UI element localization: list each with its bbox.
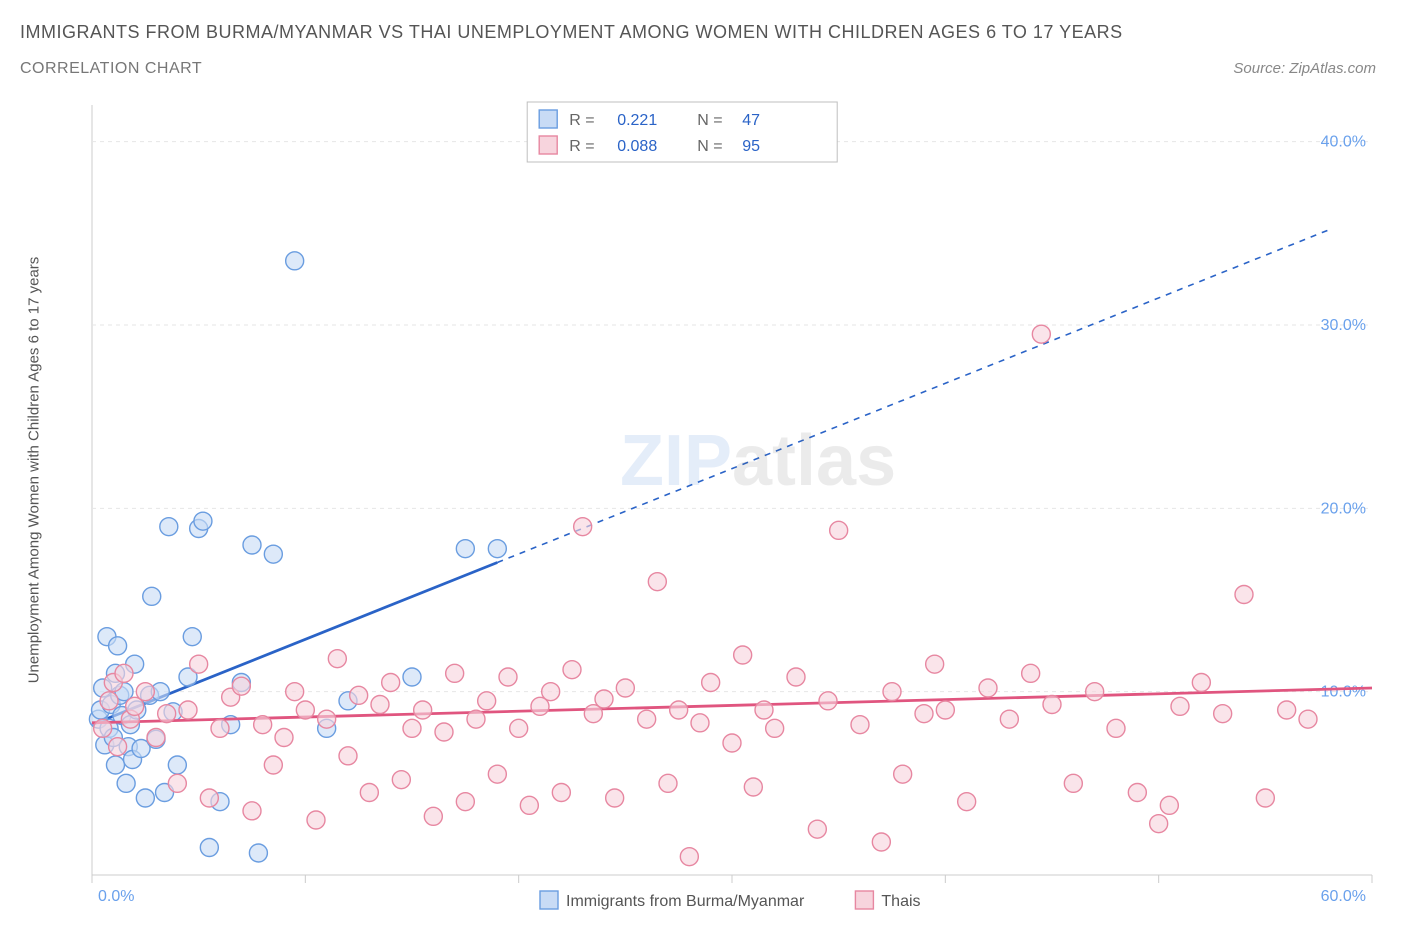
source-name: ZipAtlas.com <box>1289 60 1376 77</box>
y-axis-label: Unemployment Among Women with Children A… <box>26 257 43 684</box>
scatter-plot-svg: 10.0% 20.0% 30.0% 40.0% 0.0% 60.0% R = 0.221 N =… <box>20 90 1386 910</box>
svg-text:30.0%: 30.0% <box>1321 317 1366 334</box>
svg-text:N =: N = <box>697 138 722 155</box>
chart-subtitle: CORRELATION CHART <box>20 60 202 78</box>
chart-container: Unemployment Among Women with Children A… <box>20 90 1386 910</box>
chart-title: IMMIGRANTS FROM BURMA/MYANMAR VS THAI UN… <box>20 22 1123 43</box>
svg-text:N =: N = <box>697 112 722 129</box>
svg-text:10.0%: 10.0% <box>1321 684 1366 701</box>
svg-text:95: 95 <box>742 138 760 155</box>
svg-text:Thais: Thais <box>881 893 920 910</box>
svg-text:60.0%: 60.0% <box>1321 888 1366 905</box>
svg-text:47: 47 <box>742 112 760 129</box>
svg-text:40.0%: 40.0% <box>1321 134 1366 151</box>
svg-text:Immigrants from Burma/Myanmar: Immigrants from Burma/Myanmar <box>566 893 805 910</box>
source-attribution: Source: ZipAtlas.com <box>1233 60 1376 77</box>
svg-text:0.221: 0.221 <box>617 112 657 129</box>
svg-text:0.0%: 0.0% <box>98 888 134 905</box>
svg-text:0.088: 0.088 <box>617 138 657 155</box>
svg-text:R =: R = <box>569 138 594 155</box>
source-prefix: Source: <box>1233 60 1289 77</box>
svg-text:R =: R = <box>569 112 594 129</box>
svg-text:20.0%: 20.0% <box>1321 500 1366 517</box>
